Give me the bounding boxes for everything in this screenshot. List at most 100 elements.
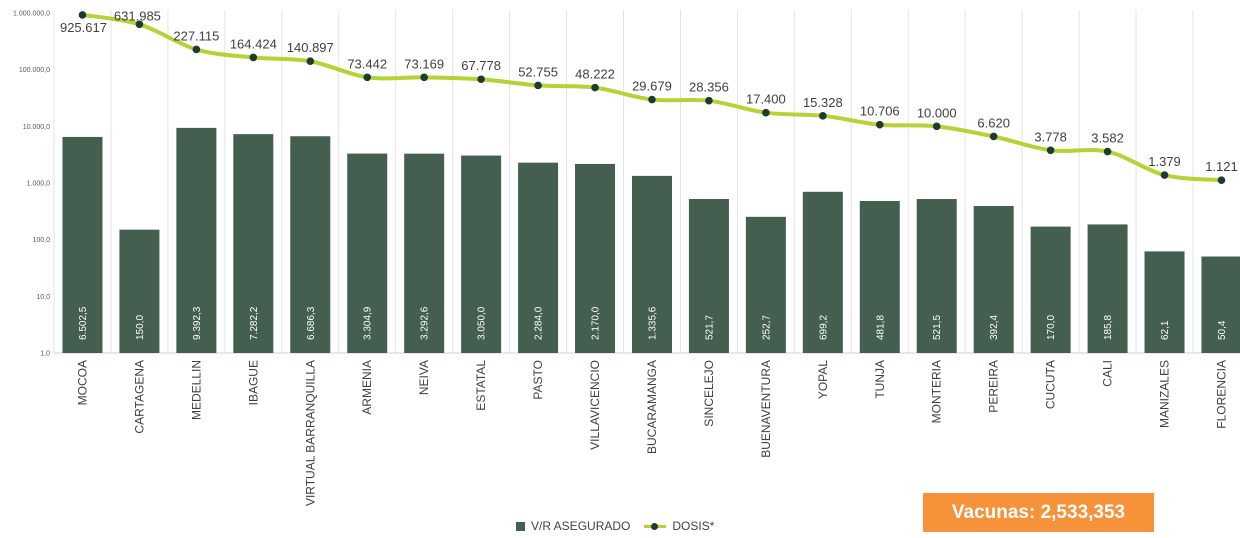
y-axis: 1.000.000,0 100.000,0 10.000,0 1.000,0 100,0… [13, 11, 50, 358]
dose-value-label: 631.985 [114, 8, 161, 23]
category-label: MOCOA [75, 360, 89, 405]
category-label: NEIVA [417, 360, 431, 395]
dose-value-label: 164.424 [230, 36, 277, 51]
category-labels: MOCOA CARTAGENA MEDELLIN IBAGUE VIRTUAL BARR… [75, 360, 1228, 506]
y-tick-label: 1.000,0 [27, 181, 50, 188]
bar-value-label: 252,7 [761, 315, 772, 340]
dose-value-label: 1.379 [1148, 154, 1181, 169]
category-label: YOPAL [816, 360, 830, 399]
dose-value-label: 3.582 [1091, 131, 1124, 146]
dose-point [78, 11, 87, 19]
dose-point [1103, 147, 1112, 156]
dose-value-label: 140.897 [287, 40, 334, 55]
dose-point [534, 81, 542, 90]
bar-value-label: 9.392,3 [192, 306, 203, 340]
bar-value-label: 50,4 [1217, 320, 1228, 340]
bar [233, 134, 274, 353]
dose-point [420, 73, 428, 82]
y-tick-label: 1.000.000,0 [13, 11, 50, 18]
category-label: CALI [1101, 360, 1115, 387]
bar-value-label: 481,8 [875, 315, 886, 340]
bar-value-label: 2.170,0 [591, 306, 602, 340]
bar-value-labels: 6.502,5 150,0 9.392,3 7.282,2 6.686,3 3.304,9… [78, 306, 1228, 340]
dose-value-label: 1.121 [1205, 159, 1238, 174]
dose-value-label: 73.169 [404, 56, 444, 71]
bar [290, 136, 331, 353]
bar [1030, 226, 1071, 353]
bar-value-label: 699,2 [818, 315, 829, 340]
bar-value-label: 150,0 [135, 315, 146, 340]
bar-value-label: 521,5 [932, 315, 943, 340]
category-label: BUCARAMANGA [645, 360, 659, 454]
dose-point [249, 53, 258, 62]
category-label: BUENAVENTURA [759, 360, 773, 458]
category-label: FLORENCIA [1214, 360, 1228, 429]
y-tick-label: 100,0 [32, 237, 50, 244]
bar-value-label: 7.282,2 [249, 306, 260, 340]
dose-point [591, 83, 599, 92]
bar [62, 136, 103, 353]
bar-value-label: 185,8 [1103, 315, 1114, 340]
bar-value-label: 3.304,9 [363, 306, 374, 340]
legend-line-label: DOSIS* [672, 519, 715, 533]
category-label: SINCELEJO [702, 360, 716, 427]
dose-point [648, 95, 656, 104]
category-label: ARMENIA [360, 360, 374, 415]
bar [631, 175, 672, 353]
dose-value-label: 67.778 [461, 58, 501, 73]
legend-bar-swatch [516, 521, 525, 531]
dose-value-label: 28.356 [689, 80, 729, 95]
dose-value-label: 52.755 [518, 64, 558, 79]
category-label: IBAGUE [246, 360, 260, 405]
bar [973, 206, 1014, 353]
bar-value-label: 62,1 [1160, 320, 1171, 340]
dose-point [705, 96, 713, 105]
bar [404, 153, 445, 353]
dose-value-label: 925.617 [60, 20, 107, 35]
dose-point [989, 132, 998, 141]
category-label: PASTO [531, 360, 545, 400]
dose-value-label: 17.400 [746, 92, 786, 107]
bar-value-label: 6.686,3 [306, 306, 317, 340]
y-tick-label: 1,0 [40, 351, 50, 358]
dose-point [135, 20, 144, 29]
bar [802, 191, 843, 353]
dose-point [477, 75, 485, 84]
dose-point [192, 45, 201, 54]
bar-value-label: 3.292,6 [420, 306, 431, 340]
category-label: ESTATAL [474, 360, 488, 411]
legend-bar-label: V/R ASEGURADO [531, 519, 631, 533]
bar-value-label: 1.335,6 [647, 306, 658, 340]
y-tick-label: 10.000,0 [23, 124, 50, 131]
dose-point [932, 122, 941, 131]
bar-value-label: 6.502,5 [78, 306, 89, 340]
bar [1201, 256, 1240, 353]
line-value-labels: 925.617 631.985 227.115 164.424 140.897 73.44… [60, 8, 1238, 174]
bar [688, 199, 729, 353]
category-label: VILLAVICENCIO [588, 360, 602, 450]
dose-point [1160, 171, 1169, 179]
dose-value-label: 3.778 [1034, 129, 1067, 144]
bar-value-label: 3.050,0 [477, 306, 488, 340]
dose-value-label: 29.679 [632, 79, 672, 94]
category-label: CARTAGENA [132, 360, 146, 434]
dose-point [363, 73, 372, 82]
legend: V/R ASEGURADO DOSIS* [516, 519, 714, 533]
dose-value-label: 227.115 [173, 28, 219, 43]
line-series [78, 11, 1226, 184]
bar [859, 200, 900, 353]
vaccines-total-badge: Vacunas: 2,533,353 [923, 493, 1154, 532]
bar [745, 216, 786, 353]
bar-value-label: 521,7 [704, 315, 715, 340]
category-label: PEREIRA [987, 360, 1001, 413]
dose-value-label: 73.442 [347, 56, 387, 71]
dose-point [1046, 146, 1055, 155]
bar [518, 162, 559, 353]
bar [1087, 224, 1128, 353]
dose-point [306, 57, 315, 66]
bar-series [62, 127, 1240, 354]
bar-value-label: 392,4 [989, 315, 1000, 340]
bar [1144, 251, 1185, 353]
category-label: TUNJA [873, 360, 887, 399]
